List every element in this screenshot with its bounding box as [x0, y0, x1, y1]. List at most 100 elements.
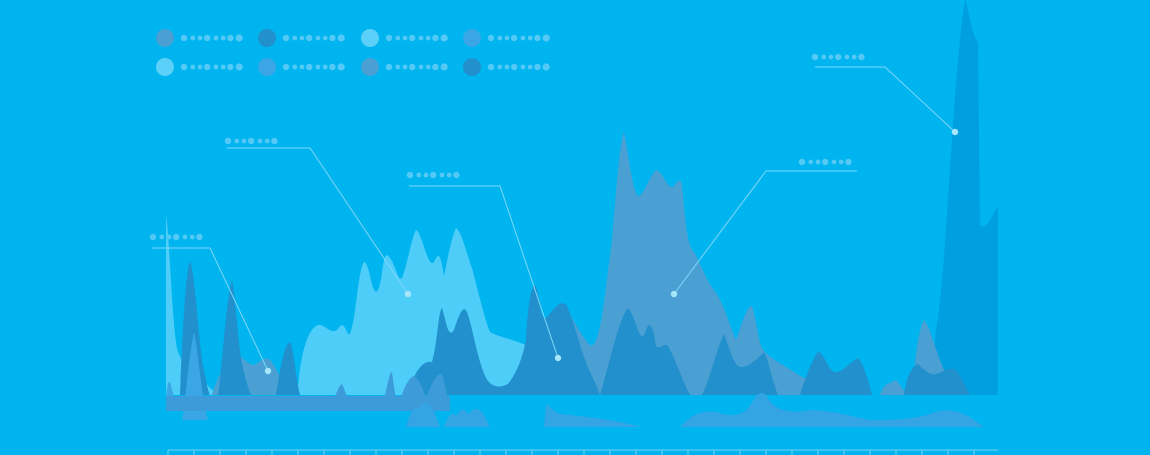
- legend-label-placeholder: [487, 63, 550, 71]
- placeholder-dot: [197, 35, 203, 41]
- callout-anchor-point: [670, 290, 678, 298]
- placeholder-dot: [306, 34, 313, 42]
- callout-leader-line: [227, 147, 409, 295]
- legend-swatch: [258, 58, 276, 76]
- placeholder-dot: [416, 172, 422, 178]
- placeholder-dot: [542, 63, 550, 71]
- placeholder-dot: [835, 53, 842, 61]
- placeholder-dot: [527, 35, 533, 41]
- placeholder-dot: [180, 63, 188, 71]
- placeholder-dot: [213, 35, 219, 41]
- placeholder-dot: [418, 64, 424, 70]
- legend-swatch: [258, 29, 276, 47]
- placeholder-dot: [322, 64, 328, 70]
- placeholder-dot: [418, 35, 424, 41]
- placeholder-dot: [337, 34, 345, 42]
- legend-swatch: [463, 58, 481, 76]
- callout-anchor-point: [951, 128, 959, 136]
- legend-item: [361, 29, 448, 47]
- placeholder-dot: [542, 34, 550, 42]
- placeholder-dot: [180, 34, 188, 42]
- legend-label-placeholder: [487, 34, 550, 42]
- callout-3: [406, 171, 562, 362]
- placeholder-dot: [190, 35, 196, 41]
- placeholder-dot: [189, 234, 195, 240]
- placeholder-dot: [315, 64, 321, 70]
- callout-5: [811, 53, 959, 136]
- area-series-light: [166, 215, 600, 395]
- placeholder-dot: [149, 233, 157, 241]
- x-axis-ticks: [167, 449, 998, 455]
- placeholder-dot: [282, 34, 290, 42]
- callout-1: [149, 233, 272, 375]
- legend-swatch: [156, 58, 174, 76]
- placeholder-dot: [815, 159, 821, 165]
- callout-anchor-point: [554, 354, 562, 362]
- placeholder-dot: [329, 63, 336, 71]
- placeholder-dot: [204, 63, 211, 71]
- placeholder-dot: [821, 54, 827, 60]
- placeholder-dot: [235, 34, 243, 42]
- legend-item: [156, 58, 243, 76]
- legend-swatch: [156, 29, 174, 47]
- legend-label-placeholder: [180, 34, 243, 42]
- placeholder-dot: [395, 35, 401, 41]
- callout-leader-line: [152, 247, 269, 372]
- placeholder-dot: [430, 171, 437, 179]
- placeholder-dot: [798, 158, 806, 166]
- area-series-group: [166, 0, 998, 427]
- placeholder-dot: [432, 63, 439, 71]
- placeholder-dot: [822, 158, 829, 166]
- legend-item: [463, 58, 550, 76]
- placeholder-dot: [159, 234, 165, 240]
- placeholder-dot: [497, 64, 503, 70]
- placeholder-dot: [497, 35, 503, 41]
- callouts-group: [149, 53, 959, 375]
- placeholder-dot: [306, 63, 313, 71]
- chart-legend: [156, 29, 550, 76]
- placeholder-dot: [282, 63, 290, 71]
- area-series-mid: [212, 132, 958, 395]
- placeholder-dot: [257, 138, 263, 144]
- callout-leader-line: [673, 170, 857, 295]
- placeholder-dot: [197, 64, 203, 70]
- legend-swatch: [361, 29, 379, 47]
- legend-label-placeholder: [282, 63, 345, 71]
- placeholder-dot: [409, 63, 416, 71]
- legend-item: [258, 29, 345, 47]
- placeholder-dot: [204, 34, 211, 42]
- placeholder-dot: [329, 34, 336, 42]
- placeholder-dot: [173, 233, 180, 241]
- placeholder-dot: [851, 54, 857, 60]
- placeholder-dot: [511, 34, 518, 42]
- placeholder-dot: [182, 234, 188, 240]
- callout-label-placeholder: [811, 53, 865, 61]
- placeholder-dot: [487, 63, 495, 71]
- placeholder-dot: [227, 63, 234, 71]
- legend-item: [463, 29, 550, 47]
- placeholder-dot: [315, 35, 321, 41]
- area-low-bumps-2: [406, 392, 984, 427]
- placeholder-dot: [446, 172, 452, 178]
- placeholder-dot: [213, 64, 219, 70]
- placeholder-dot: [425, 35, 431, 41]
- legend-label-placeholder: [385, 63, 448, 71]
- placeholder-dot: [402, 64, 408, 70]
- callout-leader-line: [409, 185, 559, 359]
- callout-anchor-point: [404, 290, 412, 298]
- placeholder-dot: [409, 34, 416, 42]
- placeholder-dot: [190, 64, 196, 70]
- legend-item: [258, 58, 345, 76]
- placeholder-dot: [292, 35, 298, 41]
- area-series-deep: [930, 0, 998, 395]
- placeholder-dot: [402, 35, 408, 41]
- callout-label-placeholder: [149, 233, 203, 241]
- callout-label-placeholder: [406, 171, 460, 179]
- legend-label-placeholder: [180, 63, 243, 71]
- legend-swatch: [361, 58, 379, 76]
- callout-4: [670, 158, 857, 298]
- callout-label-placeholder: [798, 158, 852, 166]
- area-series-dark: [180, 262, 970, 395]
- placeholder-dot: [385, 34, 393, 42]
